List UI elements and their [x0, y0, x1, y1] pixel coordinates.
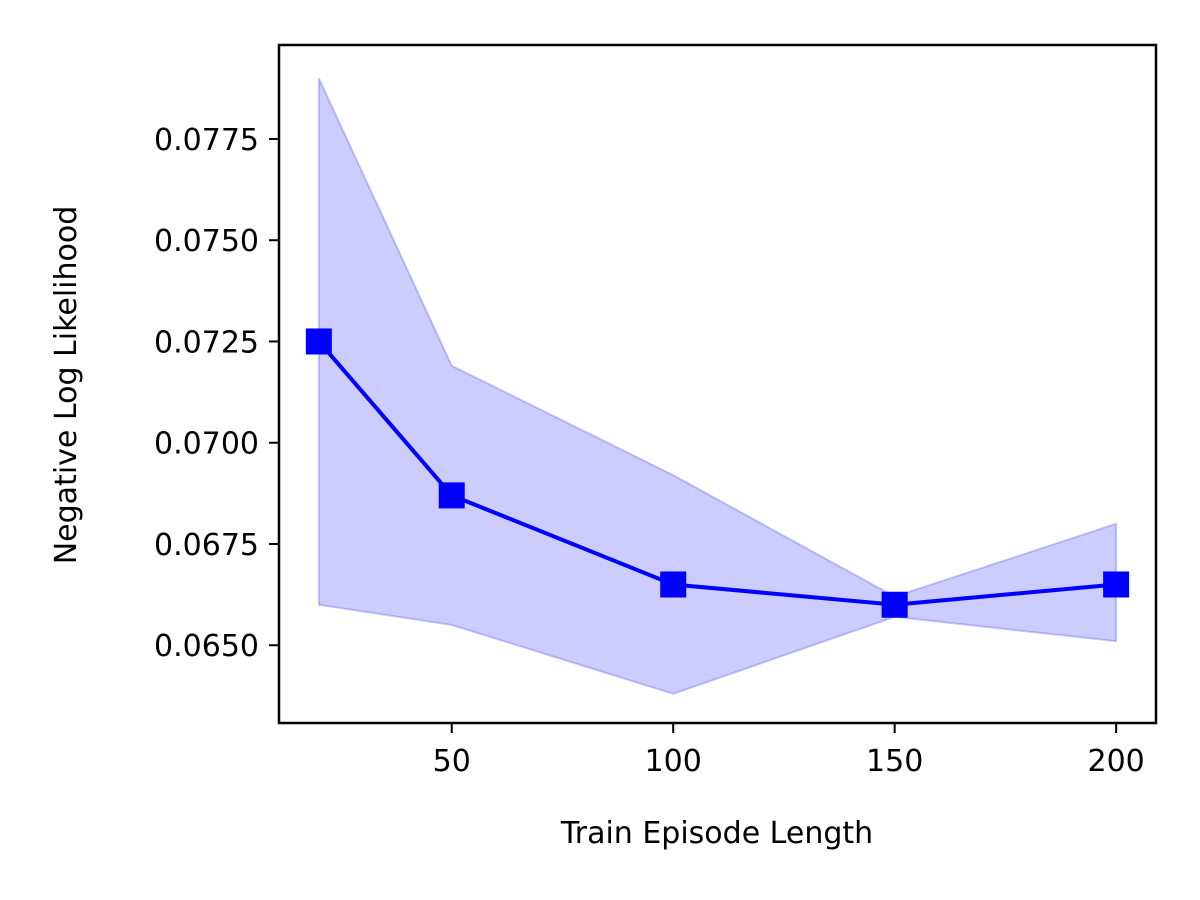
y-tick-label: 0.0650 [154, 629, 259, 664]
y-tick-label: 0.0675 [154, 528, 259, 563]
x-axis-label: Train Episode Length [560, 816, 873, 851]
plot-area [305, 77, 1130, 695]
data-point-marker [438, 482, 465, 509]
data-point-marker [881, 591, 908, 618]
data-point-marker [660, 571, 687, 598]
x-tick-label: 100 [645, 744, 702, 779]
data-point-marker [1103, 571, 1130, 598]
axes: 50 100 150 200 0.0650 0.0675 0.0700 0.0725 0.075… [154, 43, 1158, 779]
y-tick-label: 0.0775 [154, 123, 259, 158]
data-point-marker [305, 328, 332, 355]
x-tick-label: 150 [866, 744, 923, 779]
y-tick-label: 0.0725 [154, 325, 259, 360]
axes-frame [277, 43, 1158, 725]
x-tick-label: 200 [1088, 744, 1145, 779]
y-axis-label: Negative Log Likelihood [49, 206, 84, 565]
y-tick-label: 0.0700 [154, 427, 259, 462]
confidence-band [317, 77, 1118, 695]
x-tick-label: 50 [433, 744, 471, 779]
y-tick-label: 0.0750 [154, 224, 259, 259]
